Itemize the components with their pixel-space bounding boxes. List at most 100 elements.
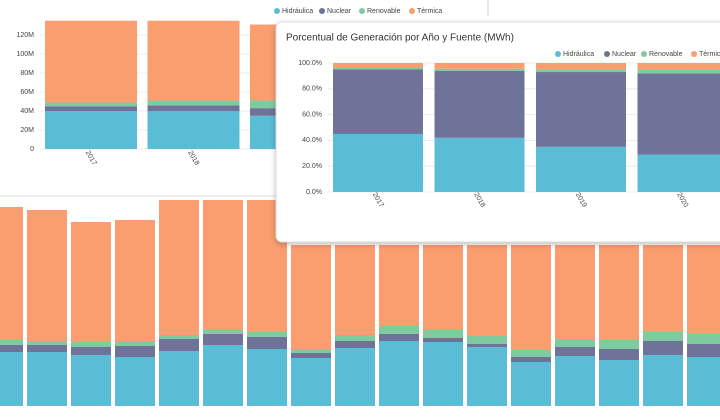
bar-segment — [247, 332, 287, 337]
bar-segment — [27, 210, 67, 341]
bar-segment — [291, 349, 331, 353]
popup-card: Porcentual de Generación por Año y Fuent… — [275, 21, 720, 243]
legend-label: Nuclear — [327, 8, 352, 15]
bar-segment — [159, 335, 199, 339]
bar-segment — [147, 105, 240, 111]
bar-segment — [637, 63, 720, 70]
bar-segment — [0, 345, 23, 352]
bar-segment — [45, 20, 137, 103]
legend-swatch — [274, 8, 280, 14]
bar-segment — [203, 200, 243, 329]
bar-segment — [687, 334, 720, 344]
y-tick-label: 0.0% — [306, 189, 322, 196]
bar-segment — [333, 69, 423, 134]
legend-swatch — [691, 51, 697, 57]
bar-segment — [71, 347, 111, 355]
bar-segment — [0, 352, 23, 406]
bar-segment — [687, 344, 720, 357]
bar-segment — [511, 357, 551, 362]
bar-segment — [687, 357, 720, 406]
bar-segment — [536, 63, 626, 70]
bar-segment — [643, 355, 683, 406]
bar-segment — [536, 69, 626, 73]
bar-segment — [643, 332, 683, 341]
bar-segment — [423, 330, 463, 338]
bar-segment — [379, 334, 419, 341]
bar-segment — [335, 245, 375, 335]
bar-segment — [115, 357, 155, 406]
bar-segment — [335, 341, 375, 348]
bar-segment — [203, 334, 243, 345]
bar-segment — [599, 360, 639, 406]
bar-segment — [643, 245, 683, 332]
bar-segment — [555, 356, 595, 406]
legend-label: Hidráulica — [282, 8, 313, 15]
legend-label: Renovable — [649, 51, 683, 58]
bar-segment — [159, 200, 199, 335]
y-tick-label: 20.0% — [302, 163, 322, 170]
bar-segment — [467, 336, 507, 344]
bar-segment — [0, 340, 23, 345]
legend-label: Nuclear — [612, 51, 637, 58]
bar-segment — [434, 63, 525, 69]
bar-segment — [291, 245, 331, 349]
bar-segment — [115, 220, 155, 341]
bar-segment — [643, 341, 683, 355]
bar-segment — [434, 137, 525, 192]
bar-segment — [536, 146, 626, 192]
legend-swatch — [359, 8, 365, 14]
bar-segment — [335, 335, 375, 341]
bar-segment — [379, 245, 419, 326]
y-tick-label: 80M — [20, 70, 34, 77]
bar-segment — [467, 347, 507, 406]
y-tick-label: 40.0% — [302, 137, 322, 144]
legend-swatch — [555, 51, 561, 57]
bar-segment — [203, 345, 243, 406]
bar-segment — [511, 350, 551, 357]
bar-segment — [27, 341, 67, 345]
bar-segment — [71, 342, 111, 347]
bar-segment — [27, 345, 67, 352]
legend-label: Hidráulica — [563, 51, 594, 58]
bar-segment — [115, 346, 155, 357]
legend-label: Térmica — [699, 51, 720, 58]
bar-segment — [536, 72, 626, 147]
y-tick-label: 40M — [20, 108, 34, 115]
bar-segment — [637, 154, 720, 192]
bar-segment — [71, 222, 111, 342]
legend-label: Térmica — [417, 8, 442, 15]
bar-segment — [511, 245, 551, 350]
bar-segment — [423, 338, 463, 342]
y-tick-label: 60M — [20, 89, 34, 96]
y-tick-label: 100M — [16, 51, 34, 58]
bar-segment — [147, 111, 240, 149]
bar-segment — [637, 69, 720, 74]
y-tick-label: 60.0% — [302, 111, 322, 118]
bar-segment — [434, 68, 525, 71]
bar-segment — [45, 102, 137, 107]
bar-segment — [159, 351, 199, 406]
bar-segment — [0, 207, 23, 340]
bar-segment — [687, 245, 720, 334]
bar-segment — [45, 111, 137, 149]
bar-segment — [637, 73, 720, 155]
y-tick-label: 20M — [20, 127, 34, 134]
bar-segment — [27, 352, 67, 406]
bar-segment — [291, 353, 331, 358]
legend-swatch — [409, 8, 415, 14]
bar-segment — [467, 245, 507, 336]
bar-segment — [434, 70, 525, 138]
bar-segment — [467, 344, 507, 347]
bar-segment — [555, 347, 595, 356]
bar-segment — [291, 358, 331, 406]
legend-label: Renovable — [367, 8, 401, 15]
bar-segment — [115, 341, 155, 346]
chart-title: Porcentual de Generación por Año y Fuent… — [286, 33, 514, 44]
bar-segment — [247, 349, 287, 406]
bar-segment — [333, 67, 423, 70]
bar-segment — [555, 339, 595, 347]
y-tick-label: 100.0% — [298, 60, 322, 67]
bar-segment — [379, 326, 419, 334]
bar-segment — [333, 133, 423, 192]
